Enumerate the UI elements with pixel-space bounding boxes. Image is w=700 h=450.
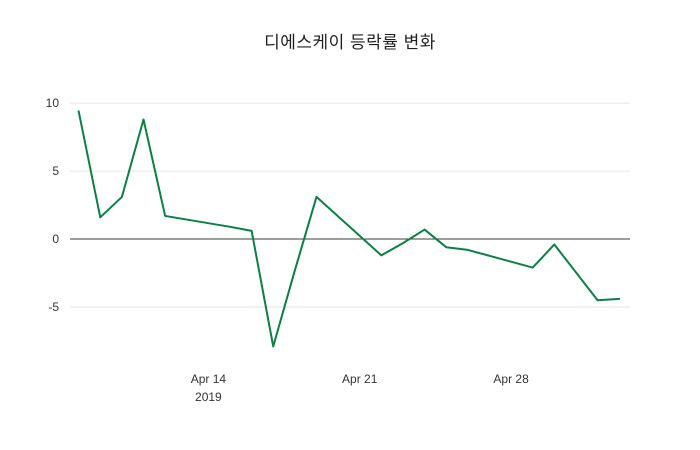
x-tick-year-label: 2019 <box>195 390 222 404</box>
x-tick-label: Apr 21 <box>342 372 378 386</box>
chart-title: 디에스케이 등락률 변화 <box>264 33 436 52</box>
y-tick-label: 10 <box>46 96 60 110</box>
y-tick-label: 0 <box>52 232 59 246</box>
y-tick-label: -5 <box>48 300 59 314</box>
x-tick-label: Apr 28 <box>493 372 529 386</box>
y-tick-label: 5 <box>52 164 59 178</box>
x-tick-label: Apr 14 <box>191 372 227 386</box>
series-line-change-rate <box>77 110 621 348</box>
